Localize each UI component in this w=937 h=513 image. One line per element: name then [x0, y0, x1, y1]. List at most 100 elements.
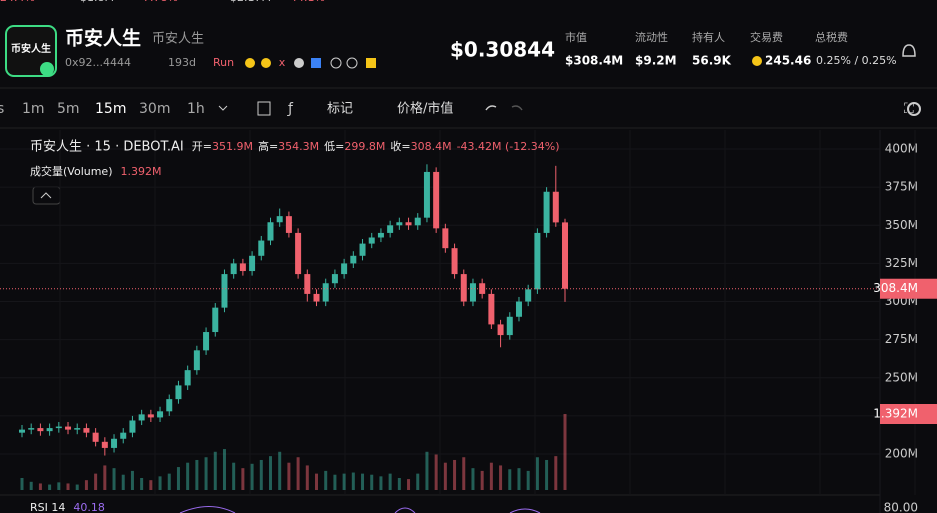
candle-body	[359, 243, 366, 256]
volume-bar	[94, 473, 98, 490]
volume-bar	[38, 483, 42, 490]
ohlc-label: 高=	[258, 139, 278, 153]
candle-body	[469, 283, 476, 302]
volume-bar	[535, 457, 539, 490]
candle-body	[19, 429, 25, 433]
candle-body	[230, 263, 237, 275]
volume-bar	[333, 474, 337, 490]
candle-body	[101, 441, 108, 448]
candle-body	[92, 432, 99, 442]
volume-bar	[112, 468, 116, 490]
candle-body	[525, 289, 532, 302]
volume-bar	[370, 474, 374, 490]
settings-icon[interactable]	[907, 102, 921, 116]
volume-bar	[167, 473, 171, 490]
volume-bar	[407, 479, 411, 490]
candle-body	[515, 301, 522, 317]
volume-bar	[121, 474, 125, 490]
top-stat: $1.8M	[80, 0, 114, 4]
indicator-icon[interactable]: ƒ	[287, 101, 294, 117]
undo-icon[interactable]	[485, 105, 497, 111]
candle-body	[562, 222, 568, 289]
volume-bar	[416, 473, 420, 490]
volume-badge	[880, 404, 937, 424]
stat-label: 市值	[565, 30, 587, 44]
volume-bar	[342, 473, 346, 490]
volume-bar	[278, 451, 282, 490]
candle-body	[405, 222, 412, 226]
candle-body	[433, 171, 440, 229]
interval-button[interactable]: 1m	[22, 101, 45, 117]
volume-bar	[222, 449, 226, 490]
interval-button[interactable]: s	[0, 101, 4, 117]
volume-bar	[213, 451, 217, 490]
volume-bar	[259, 459, 263, 490]
volume-bar	[149, 480, 153, 490]
candle-body	[65, 426, 72, 430]
volume-bar	[232, 462, 236, 490]
candle-body	[74, 428, 81, 430]
y-tick-label: 325M	[885, 256, 918, 270]
token-tag[interactable]: Run	[213, 56, 234, 69]
bell-icon[interactable]	[902, 44, 916, 57]
interval-button[interactable]: 15m	[95, 101, 126, 117]
coin-icon	[752, 56, 762, 66]
volume-bar	[351, 472, 355, 490]
volume-bar	[508, 469, 512, 490]
interval-button[interactable]: 30m	[139, 101, 170, 117]
volume-bar	[75, 484, 79, 490]
y-tick-label: 400M	[885, 142, 918, 156]
candle-body	[285, 216, 292, 233]
candle-body	[28, 428, 35, 430]
redo-icon[interactable]	[511, 105, 523, 111]
volume-label: 成交量(Volume)	[30, 164, 113, 178]
toolbar-button[interactable]: 价格/市值	[397, 101, 453, 117]
volume-bar	[195, 459, 199, 490]
candle-body	[258, 240, 265, 256]
rsi-tick: 80.00	[884, 501, 918, 513]
toolbar-button[interactable]: 标记	[327, 102, 353, 117]
candle-body	[276, 216, 283, 223]
token-age: 193d	[168, 56, 196, 69]
candle-body	[193, 350, 200, 371]
candle-body	[111, 438, 118, 448]
stat-value: 0.25% / 0.25%	[816, 54, 897, 67]
volume-bar	[48, 484, 52, 490]
volume-bar	[296, 457, 300, 490]
candle-body	[184, 370, 191, 386]
volume-bar	[434, 454, 438, 490]
candle-body	[221, 274, 228, 308]
interval-button[interactable]: 1h	[187, 101, 205, 117]
logo-text: 币安人生	[11, 42, 51, 55]
volume-bar	[140, 477, 144, 490]
volume-bar	[186, 462, 190, 490]
candle-body	[479, 283, 486, 294]
chart-title: 币安人生 · 15 · DEBOT.AI	[30, 140, 184, 155]
candle-body	[313, 293, 320, 302]
volume-bar	[176, 467, 180, 490]
interval-button[interactable]: 5m	[57, 101, 80, 117]
collapse-icon	[40, 192, 52, 199]
top-stat: $2.17M	[230, 0, 271, 4]
volume-bar	[287, 462, 291, 490]
candle-body	[129, 420, 136, 433]
ohlc-value: 299.8M	[344, 140, 385, 153]
candle-body	[249, 255, 256, 272]
y-tick-label: 250M	[885, 370, 918, 384]
volume-bar	[489, 462, 493, 490]
candle-body	[341, 263, 348, 275]
volume-bar	[471, 468, 475, 490]
volume-value: 1.392M	[121, 165, 162, 178]
y-tick-label: 275M	[885, 332, 918, 346]
candle-type-icon[interactable]	[257, 101, 271, 116]
candle-body	[350, 255, 357, 264]
stat-label: 持有人	[692, 30, 725, 44]
dropdown-icon	[218, 105, 228, 111]
volume-bar	[20, 477, 24, 490]
token-name: 币安人生	[65, 27, 141, 50]
candle-body	[451, 248, 458, 275]
candle-body	[175, 385, 182, 400]
social-icons: x	[245, 56, 376, 69]
volume-bar	[397, 477, 401, 490]
